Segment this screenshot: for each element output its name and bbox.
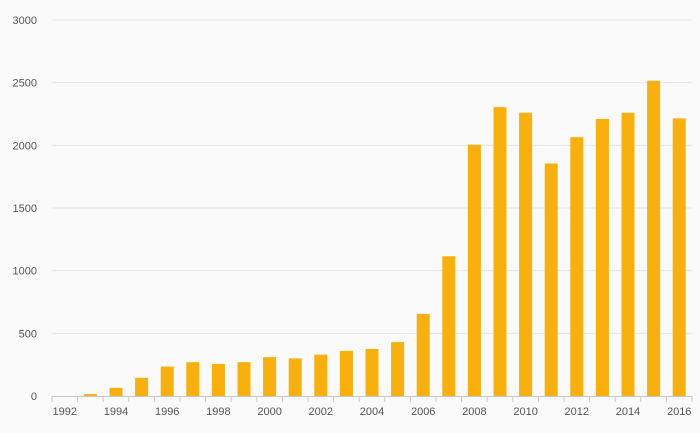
x-tick-label: 2010 <box>513 406 537 418</box>
bar-2011 <box>544 163 558 396</box>
y-tick-label: 1000 <box>13 266 37 278</box>
bar-2014 <box>621 112 635 396</box>
bar-2016 <box>672 118 686 397</box>
x-tick-label: 2004 <box>360 406 384 418</box>
y-tick-label: 2000 <box>13 140 37 152</box>
bar-2004 <box>365 349 379 396</box>
y-tick-label: 500 <box>19 328 37 340</box>
x-tick-label: 1998 <box>206 406 230 418</box>
bar-2006 <box>416 313 430 396</box>
x-axis: 1992 1994 1996 1998 2000 2002 2004 2006 2008 2010… <box>51 396 693 418</box>
x-tick-label: 1994 <box>104 406 128 418</box>
bar-2003 <box>339 350 353 396</box>
x-tick-label: 2000 <box>257 406 281 418</box>
y-tick-label: 1500 <box>13 203 37 215</box>
x-tick-label: 2006 <box>411 406 435 418</box>
bar-2013 <box>595 119 609 396</box>
bar-1996 <box>160 366 174 396</box>
y-tick-label: 0 <box>31 391 37 403</box>
bar-1997 <box>186 362 200 396</box>
bar-1995 <box>135 377 149 396</box>
gridlines <box>52 19 692 334</box>
bar-2005 <box>391 342 405 396</box>
y-axis: 0 500 1000 1500 2000 2500 3000 <box>13 15 37 403</box>
bar-1999 <box>237 362 251 396</box>
bar-2015 <box>647 80 661 396</box>
bar-2008 <box>467 144 481 396</box>
bar-2000 <box>263 357 277 396</box>
bar-1993 <box>83 394 97 396</box>
x-tick-label: 2012 <box>565 406 589 418</box>
bar-2010 <box>519 112 533 396</box>
bar-2007 <box>442 256 456 396</box>
bar-2012 <box>570 137 584 397</box>
x-tick-label: 1992 <box>53 406 77 418</box>
y-tick-label: 3000 <box>13 15 37 27</box>
x-tick-label: 1996 <box>155 406 179 418</box>
y-tick-label: 2500 <box>13 78 37 90</box>
x-tick-label: 2002 <box>309 406 333 418</box>
bar-1994 <box>109 387 123 396</box>
bar-1998 <box>211 364 225 396</box>
x-tick-label: 2016 <box>667 406 691 418</box>
x-tick-label: 2014 <box>616 406 640 418</box>
bars <box>83 80 686 397</box>
bar-2001 <box>288 358 302 396</box>
x-tick-label: 2008 <box>462 406 486 418</box>
bar-2002 <box>314 354 328 396</box>
bar-2009 <box>493 107 507 397</box>
